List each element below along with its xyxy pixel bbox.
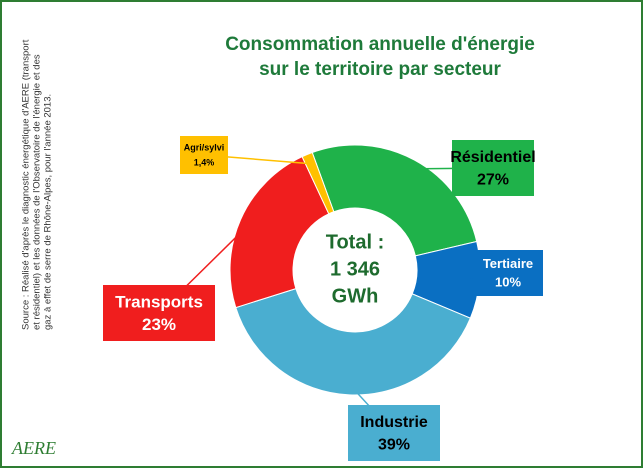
source-line: Source : Réalisé d'après le diagnostic é… bbox=[21, 39, 32, 330]
category-label: Agri/sylvi bbox=[184, 143, 225, 153]
value-label: 39% bbox=[378, 437, 410, 454]
category-label: Industrie bbox=[360, 414, 428, 431]
logo: AERE bbox=[11, 438, 56, 458]
value-label: 1,4% bbox=[194, 158, 215, 168]
slice bbox=[311, 144, 478, 257]
category-label: Résidentiel bbox=[450, 149, 535, 166]
value-label: 10% bbox=[495, 275, 521, 290]
label-box bbox=[452, 140, 534, 196]
category-label: Transports bbox=[115, 292, 203, 311]
center-text: GWh bbox=[332, 285, 379, 307]
chart-title: Consommation annuelle d'énergie bbox=[225, 34, 535, 55]
slice bbox=[235, 288, 471, 396]
slice bbox=[301, 151, 335, 215]
source-line: et résidentiel) et les données de l'Obse… bbox=[32, 54, 43, 330]
label-box bbox=[473, 250, 543, 296]
slice bbox=[229, 156, 330, 309]
source-line: gaz à effet de serre de Rhône-Alpes, pou… bbox=[43, 94, 54, 330]
source: Source : Réalisé d'après le diagnostic é… bbox=[21, 39, 54, 330]
center-text: Total : bbox=[326, 231, 385, 253]
value-label: 27% bbox=[477, 172, 509, 189]
chart-title: sur le territoire par secteur bbox=[259, 59, 501, 80]
center-text: 1 346 bbox=[330, 258, 380, 280]
value-label: 23% bbox=[142, 315, 176, 334]
category-label: Tertiaire bbox=[483, 256, 533, 271]
label-box bbox=[180, 136, 228, 174]
label-box bbox=[103, 285, 215, 341]
label-box bbox=[348, 405, 440, 461]
